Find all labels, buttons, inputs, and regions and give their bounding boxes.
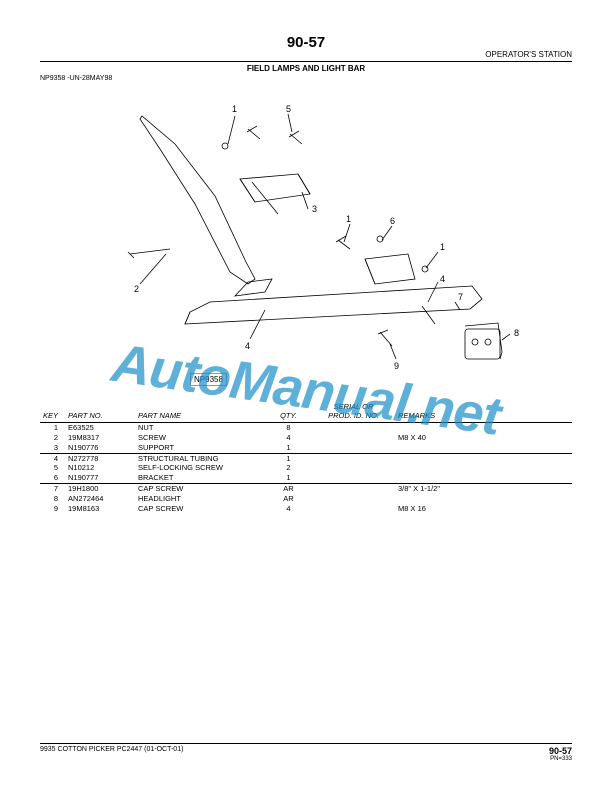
cell-serial <box>313 443 398 453</box>
table-row: 6N190777BRACKET1 <box>40 473 572 483</box>
cell-serial <box>313 494 398 504</box>
cell-remarks <box>398 423 572 433</box>
cell-qty: 2 <box>268 463 313 473</box>
cell-partname: SUPPORT <box>138 443 268 453</box>
table-row: 4N272778STRUCTURAL TUBING1 <box>40 453 572 463</box>
cell-partname: SELF-LOCKING SCREW <box>138 463 268 473</box>
cell-partno: AN272464 <box>68 494 138 504</box>
cell-partno: N10212 <box>68 463 138 473</box>
diagram-label-box: NP9358 <box>190 373 227 386</box>
cell-qty: 1 <box>268 473 313 483</box>
callout-1a: 1 <box>232 104 237 114</box>
callout-8: 8 <box>514 328 519 338</box>
cell-remarks <box>398 494 572 504</box>
col-qty: QTY. <box>268 400 313 423</box>
diagram-reference: NP9358 -UN-28MAY98 <box>40 75 572 82</box>
cell-remarks <box>398 443 572 453</box>
footer-right: 90-57 PN=333 <box>549 746 572 762</box>
table-row: 219M8317SCREW4 M8 X 40 <box>40 433 572 443</box>
cell-serial <box>313 433 398 443</box>
table-row: 1E63525NUT8 <box>40 423 572 433</box>
cell-qty: AR <box>268 484 313 494</box>
cell-partname: HEADLIGHT <box>138 494 268 504</box>
cell-key: 1 <box>40 423 68 433</box>
footer: 9935 COTTON PICKER PC2447 (01-OCT-01) 90… <box>40 743 572 762</box>
cell-serial <box>313 473 398 483</box>
cell-key: 9 <box>40 504 68 514</box>
cell-serial <box>313 504 398 514</box>
cell-partname: CAP SCREW <box>138 504 268 514</box>
section-name: OPERATOR'S STATION <box>485 50 572 59</box>
header-rule: 90-57 OPERATOR'S STATION <box>40 40 572 62</box>
table-row: 8AN272464HEADLIGHTAR <box>40 494 572 504</box>
cell-qty: 4 <box>268 433 313 443</box>
table-row: 719H1800CAP SCREWAR 3/8" X 1-1/2" <box>40 484 572 494</box>
cell-serial <box>313 423 398 433</box>
cell-partno: N190776 <box>68 443 138 453</box>
callout-1c: 1 <box>440 242 445 252</box>
table-body: 1E63525NUT8219M8317SCREW4M8 X 403N190776… <box>40 423 572 514</box>
cell-serial <box>313 463 398 473</box>
cell-partno: E63525 <box>68 423 138 433</box>
cell-serial <box>313 453 398 463</box>
cell-qty: AR <box>268 494 313 504</box>
cell-key: 7 <box>40 484 68 494</box>
cell-key: 8 <box>40 494 68 504</box>
col-partno: PART NO. <box>68 400 138 423</box>
callout-1b: 1 <box>346 214 351 224</box>
callout-9: 9 <box>394 361 399 371</box>
footer-page-number: 90-57 <box>549 746 572 756</box>
callout-5: 5 <box>286 104 291 114</box>
footer-pn: PN=333 <box>549 756 572 762</box>
cell-partname: CAP SCREW <box>138 484 268 494</box>
cell-qty: 1 <box>268 453 313 463</box>
col-partname: PART NAME <box>138 400 268 423</box>
col-remarks: REMARKS <box>398 400 572 423</box>
cell-partno: N272778 <box>68 453 138 463</box>
table-row: 919M8163CAP SCREW4 M8 X 16 <box>40 504 572 514</box>
cell-partno: N190777 <box>68 473 138 483</box>
cell-remarks: 3/8" X 1-1/2" <box>398 484 572 494</box>
callout-6: 6 <box>390 216 395 226</box>
callout-4a: 4 <box>245 341 250 351</box>
cell-qty: 4 <box>268 504 313 514</box>
parts-table: KEY PART NO. PART NAME QTY. SERIAL OR PR… <box>40 400 572 514</box>
cell-key: 2 <box>40 433 68 443</box>
callout-2: 2 <box>134 284 139 294</box>
cell-key: 6 <box>40 473 68 483</box>
cell-partname: NUT <box>138 423 268 433</box>
table-header-row: KEY PART NO. PART NAME QTY. SERIAL OR PR… <box>40 400 572 423</box>
exploded-diagram: 1 5 3 2 4 1 6 1 4 7 9 8 NP9358 <box>40 84 572 394</box>
cell-partname: BRACKET <box>138 473 268 483</box>
callout-7: 7 <box>458 292 463 302</box>
footer-left: 9935 COTTON PICKER PC2447 (01-OCT-01) <box>40 746 183 762</box>
cell-key: 4 <box>40 453 68 463</box>
cell-remarks <box>398 453 572 463</box>
diagram-title: FIELD LAMPS AND LIGHT BAR <box>40 64 572 73</box>
cell-remarks <box>398 473 572 483</box>
callout-4b: 4 <box>440 274 445 284</box>
cell-partno: 19M8163 <box>68 504 138 514</box>
cell-partname: SCREW <box>138 433 268 443</box>
diagram-svg: 1 5 3 2 4 1 6 1 4 7 9 8 <box>40 84 572 394</box>
cell-remarks: M8 X 16 <box>398 504 572 514</box>
col-key: KEY <box>40 400 68 423</box>
callout-3: 3 <box>312 204 317 214</box>
cell-remarks <box>398 463 572 473</box>
cell-qty: 1 <box>268 443 313 453</box>
cell-partno: 19H1800 <box>68 484 138 494</box>
cell-serial <box>313 484 398 494</box>
cell-remarks: M8 X 40 <box>398 433 572 443</box>
cell-key: 5 <box>40 463 68 473</box>
col-serial: SERIAL OR PROD. ID. NO. <box>313 400 398 423</box>
cell-partname: STRUCTURAL TUBING <box>138 453 268 463</box>
cell-qty: 8 <box>268 423 313 433</box>
cell-key: 3 <box>40 443 68 453</box>
cell-partno: 19M8317 <box>68 433 138 443</box>
page-number-top: 90-57 <box>287 34 325 51</box>
table-row: 5N10212SELF-LOCKING SCREW2 <box>40 463 572 473</box>
table-row: 3N190776SUPPORT1 <box>40 443 572 453</box>
